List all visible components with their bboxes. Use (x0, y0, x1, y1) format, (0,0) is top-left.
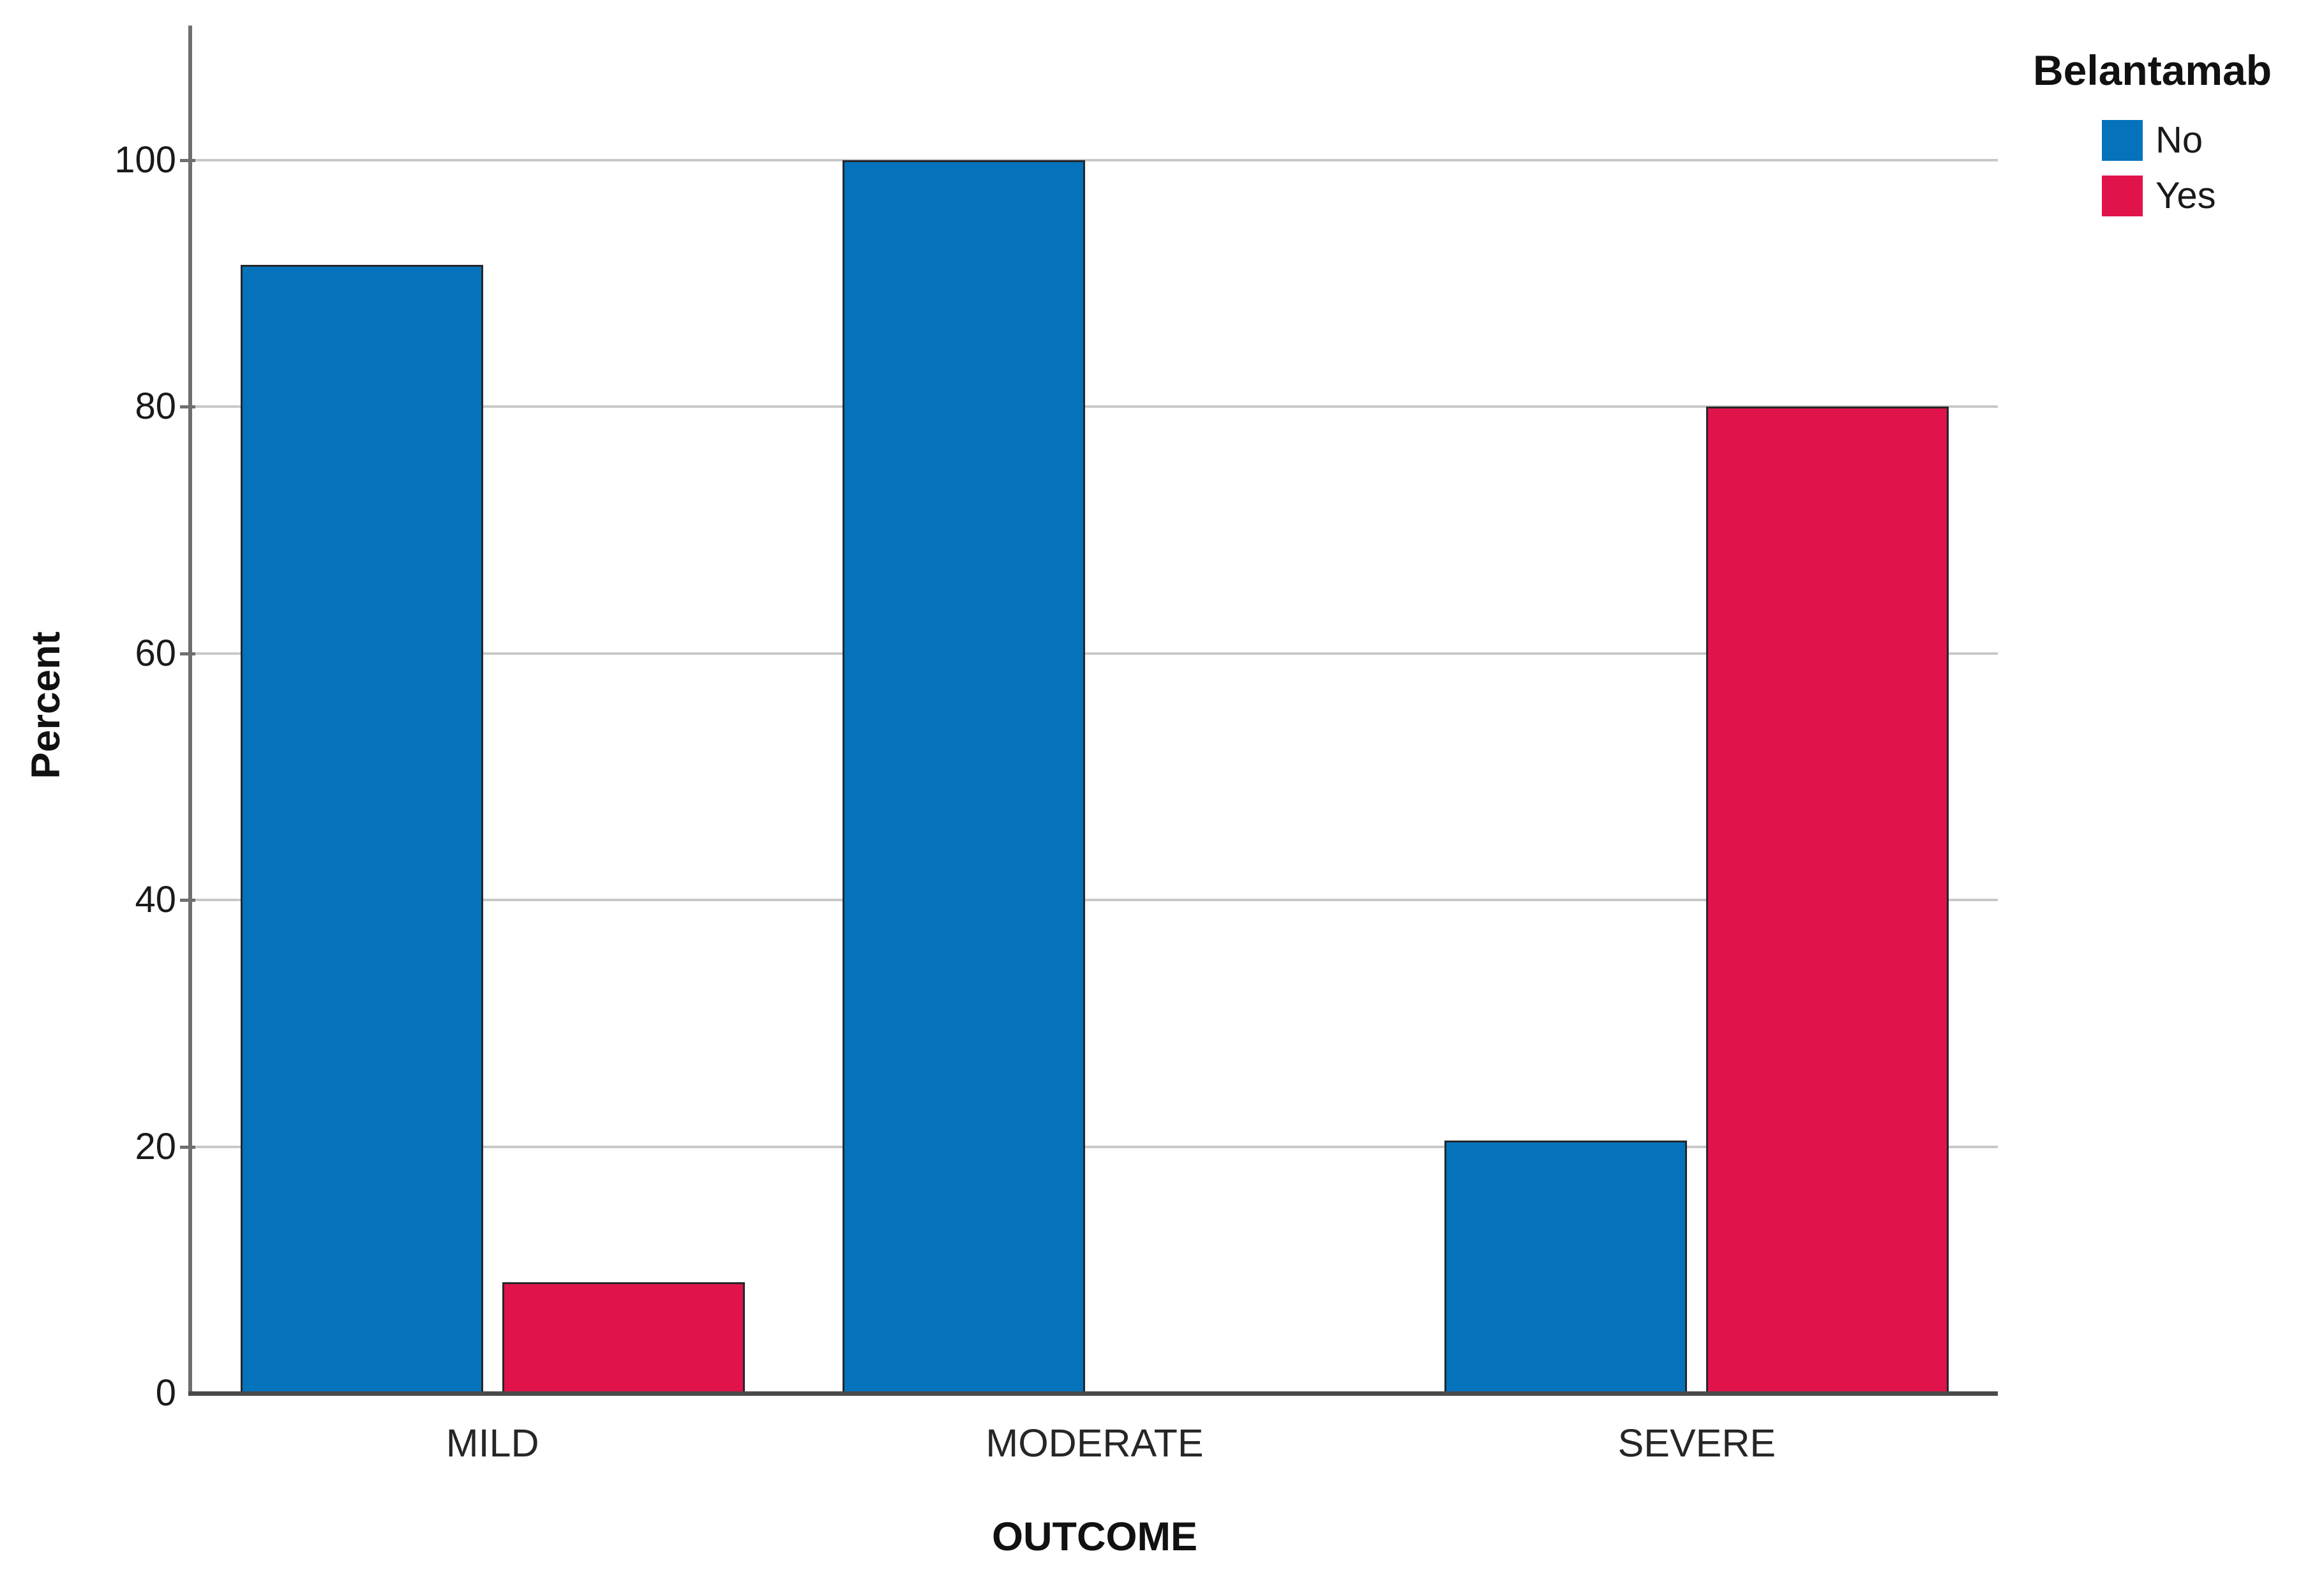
plot-area (191, 26, 1998, 1393)
bar-yes-severe (1706, 407, 1949, 1393)
legend-entries: No Yes (2102, 119, 2272, 217)
x-axis-title: OUTCOME (992, 1515, 1197, 1559)
legend: Belantamab No Yes (2033, 46, 2272, 230)
legend-swatch-no (2102, 119, 2143, 161)
y-tick-mark-100 (180, 158, 195, 162)
y-axis-line (188, 26, 192, 1395)
y-tick-mark-20 (180, 1145, 195, 1149)
y-tick-label-0: 0 (155, 1372, 176, 1414)
y-tick-mark-80 (180, 405, 195, 409)
y-tick-label-100: 100 (114, 138, 176, 181)
gridline-20 (191, 1145, 1998, 1148)
legend-entry-no: No (2102, 119, 2272, 161)
bar-yes-mild (502, 1282, 745, 1393)
x-tick-label-severe: SEVERE (1617, 1421, 1776, 1465)
bar-no-severe (1444, 1141, 1688, 1393)
x-axis-baseline (188, 1391, 1998, 1396)
x-tick-label-moderate: MODERATE (986, 1421, 1204, 1465)
legend-swatch-yes (2102, 175, 2143, 216)
gridline-80 (191, 405, 1998, 408)
legend-entry-yes: Yes (2102, 174, 2272, 217)
y-tick-mark-40 (180, 899, 195, 902)
legend-title: Belantamab (2033, 47, 2272, 94)
y-tick-label-40: 40 (135, 879, 176, 921)
y-tick-label-20: 20 (135, 1125, 176, 1167)
y-tick-label-80: 80 (135, 385, 176, 428)
gridline-60 (191, 652, 1998, 655)
gridline-40 (191, 899, 1998, 902)
bar-no-mild (240, 265, 483, 1393)
y-tick-label-60: 60 (135, 632, 176, 674)
x-tick-label-mild: MILD (446, 1421, 539, 1465)
bar-no-moderate (843, 160, 1085, 1393)
gridline-100 (191, 158, 1998, 161)
y-tick-mark-60 (180, 652, 195, 655)
legend-label-no: No (2155, 119, 2203, 161)
legend-label-yes: Yes (2155, 175, 2216, 216)
